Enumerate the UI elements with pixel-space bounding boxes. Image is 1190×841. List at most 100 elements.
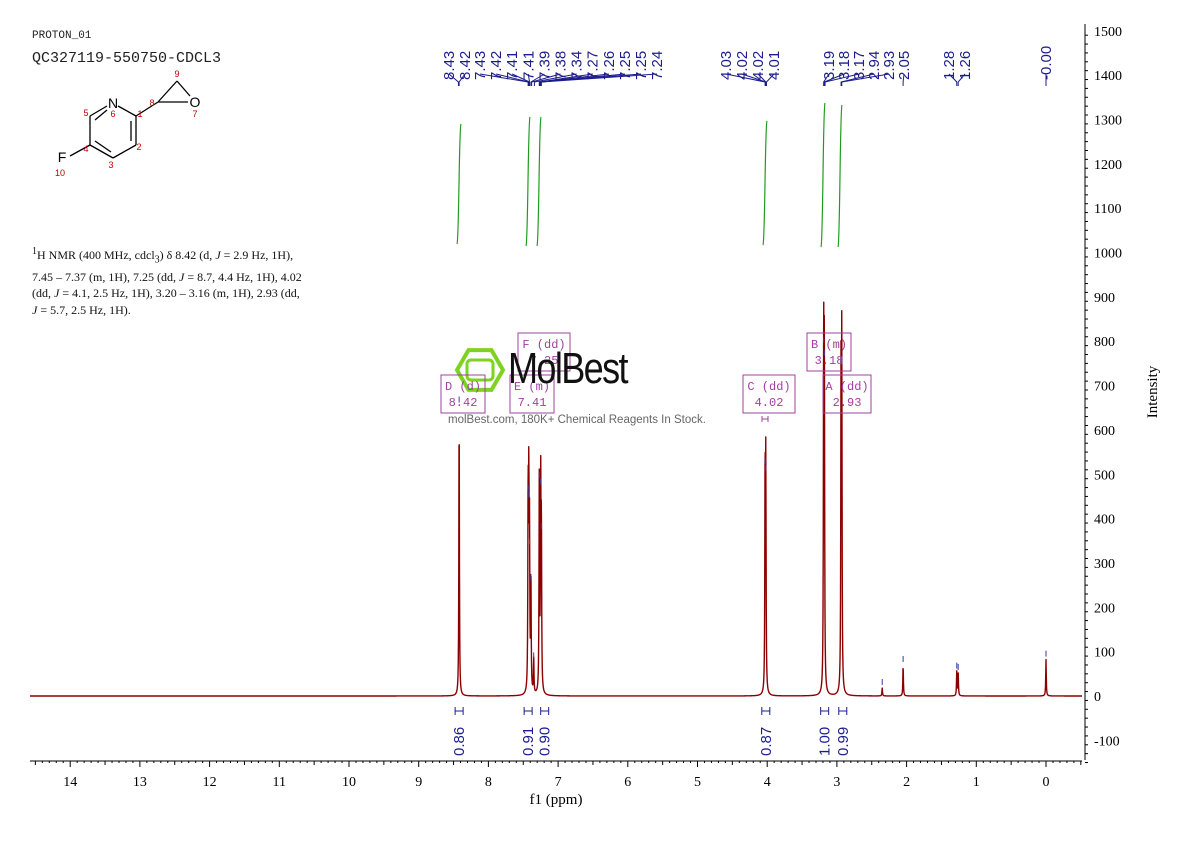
peak-shift-label: 7.24	[649, 51, 666, 80]
peak-leader-line	[902, 73, 905, 86]
multiplet-box	[742, 374, 796, 414]
peak-leader-line	[538, 73, 593, 86]
y-tick-label: 1200	[1094, 158, 1122, 173]
peak-shift-label: 8.42	[457, 51, 474, 80]
peak-shift-label: 7.38	[553, 51, 570, 80]
integral-curve	[820, 102, 826, 248]
y-tick-label: 800	[1094, 335, 1115, 350]
y-axis-label: Intensity	[1145, 365, 1161, 418]
atom-number: 7	[192, 109, 197, 119]
x-tick-label: 14	[63, 775, 77, 790]
peak-shift-label: 4.03	[718, 51, 735, 80]
bond	[135, 101, 159, 117]
x-tick-label: 6	[624, 775, 631, 790]
multiplet-name: A (dd)	[825, 380, 868, 394]
multiplet-name: B (m)	[811, 338, 847, 352]
multiplet-name: D (d)	[445, 380, 481, 394]
peak-leader-line	[824, 73, 860, 86]
integral-bracket	[761, 707, 771, 715]
bond	[176, 80, 191, 97]
multiplet-shift: 7.25	[530, 354, 559, 368]
y-tick-label: 100	[1094, 646, 1115, 661]
peak-shift-label: 3.19	[821, 51, 838, 80]
peak-shift-label: 1.26	[957, 51, 974, 80]
coupling-j: J	[215, 248, 221, 262]
atom-number: 3	[108, 160, 113, 170]
peak-shift-label: 7.39	[536, 51, 553, 80]
peak-leader-line	[540, 73, 642, 86]
y-tick-label: 1100	[1094, 202, 1121, 217]
x-tick-label: 0	[1043, 775, 1050, 790]
integral-value: 0.91	[520, 727, 537, 756]
multiplet-shift: 2.93	[833, 396, 862, 410]
peak-shift-label: 4.02	[734, 51, 751, 80]
atom-number: 6	[110, 109, 115, 119]
x-tick-label: 2	[903, 775, 910, 790]
peak-shift-label: 7.43	[472, 51, 489, 80]
watermark-tagline: molBest.com, 180K+ Chemical Reagents In …	[448, 414, 706, 426]
atom-n: N	[108, 95, 118, 111]
bond	[89, 105, 108, 117]
bond	[94, 140, 112, 153]
peak-leader-line	[527, 73, 531, 86]
bond	[157, 80, 178, 103]
integral-value: 0.86	[451, 727, 468, 756]
peak-leader-line	[766, 73, 775, 86]
peak-leader-line	[823, 73, 845, 86]
peak-shift-label: -0.00	[1038, 46, 1055, 80]
x-tick-label: 1	[973, 775, 980, 790]
y-tick-label: 200	[1094, 601, 1115, 616]
atom-number: 2	[136, 142, 141, 152]
peak-shift-label: 7.25	[633, 51, 650, 80]
atom-o: O	[190, 94, 201, 110]
atom-number: 9	[174, 69, 179, 79]
watermark-logo-icon	[454, 348, 506, 392]
bond	[117, 105, 137, 117]
integral-curve	[536, 116, 542, 247]
x-tick-label: 13	[133, 775, 147, 790]
peak-leader-line	[840, 73, 875, 86]
y-tick-label: 400	[1094, 513, 1115, 528]
logo-inner-shape	[465, 358, 495, 382]
peak-shift-label: 2.94	[866, 51, 883, 80]
peak-shift-label: 2.05	[896, 51, 913, 80]
atom-f: F	[58, 149, 67, 165]
x-tick-label: 8	[485, 775, 492, 790]
multiplet-box	[806, 332, 852, 372]
y-tick-label: -100	[1094, 734, 1120, 749]
chemical-structure-icon	[69, 80, 191, 159]
watermark-brand: MolBest	[508, 344, 629, 393]
peak-shift-label: 7.42	[488, 51, 505, 80]
bond	[112, 144, 137, 159]
y-tick-label: 300	[1094, 557, 1115, 572]
x-tick-label: 9	[415, 775, 422, 790]
peak-shift-label: 8.43	[441, 51, 458, 80]
atom-number: 1	[137, 109, 142, 119]
peak-shift-label: 3.17	[851, 51, 868, 80]
experiment-name: PROTON_01	[32, 30, 92, 42]
multiplet-tick	[761, 416, 769, 422]
peak-leader-line	[448, 73, 459, 86]
peak-shift-label: 7.26	[601, 51, 618, 80]
multiplet-box	[509, 374, 555, 414]
y-axis	[1084, 24, 1088, 764]
multiplet-name: F (dd)	[522, 338, 565, 352]
bond	[69, 144, 91, 157]
integral-curve	[762, 120, 768, 246]
multiplet-name: C (dd)	[747, 380, 790, 394]
summary-line1c: = 2.9 Hz, 1H),	[220, 248, 294, 262]
y-tick-label: 700	[1094, 380, 1115, 395]
multiplet-shift: 3.18	[815, 354, 844, 368]
peak-leader-line	[823, 73, 830, 86]
multiplet-boxes: D (d) 8.42 E (m) 7.41 F (dd) 7.25 C (dd) 4.02 B …	[440, 332, 872, 422]
logo-hexagon	[454, 348, 506, 392]
x-axis	[30, 760, 1082, 767]
nmr-summary-text: 1H NMR (400 MHz, cdcl3) δ 8.42 (d, J = 2…	[32, 244, 362, 318]
x-tick-label: 7	[555, 775, 562, 790]
peak-shift-label: 7.25	[617, 51, 634, 80]
peak-leader-line	[539, 73, 609, 86]
peak-leader-line	[533, 73, 577, 86]
solvent-subscript: 3	[154, 254, 160, 266]
multiplet-shift: 8.42	[449, 396, 478, 410]
